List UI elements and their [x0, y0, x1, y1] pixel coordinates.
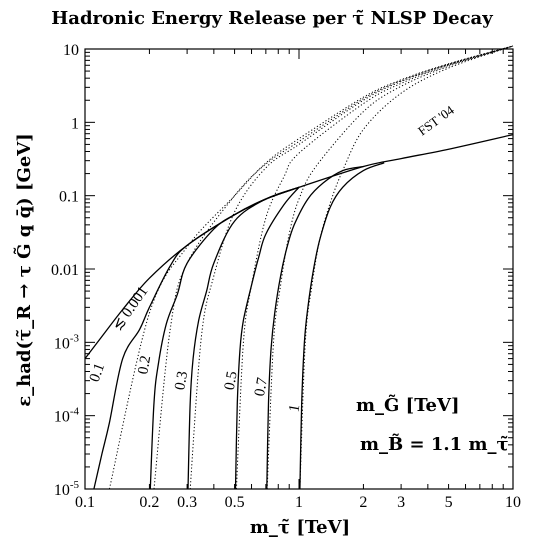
curve-label: 0.5 — [222, 370, 241, 391]
curve-label: 1 — [286, 403, 303, 413]
y-tick-label: 1 — [71, 115, 79, 132]
x-tick-label: 10 — [505, 494, 521, 511]
x-tick-label: 0.2 — [139, 494, 159, 511]
annotation-text: m_B̃ = 1.1 m_τ̃ — [360, 433, 509, 455]
dotted-curve-11 — [266, 45, 514, 490]
y-tick-exponent: -5 — [70, 479, 80, 491]
x-tick-label: 3 — [397, 494, 405, 511]
dotted-curve-8 — [153, 45, 514, 490]
x-tick-label: 2 — [359, 494, 367, 511]
curves — [84, 45, 514, 490]
y-tick-exponent: -3 — [70, 332, 80, 344]
fst-label: FST '04 — [415, 102, 457, 138]
solid-curve-5 — [266, 165, 364, 490]
solid-curve-2 — [149, 186, 300, 490]
dotted-curve-10 — [235, 45, 514, 490]
axis-ticks — [85, 49, 513, 489]
y-tick-exponent: -4 — [70, 406, 80, 418]
x-tick-labels: 0.1 0.2 0.3 0.5 1 2 3 5 10 — [75, 494, 521, 511]
curve-label: 0.7 — [252, 376, 271, 398]
x-tick-label: 0.1 — [75, 494, 95, 511]
y-tick-label: 10-3 — [54, 332, 80, 352]
y-tick-label: 0.01 — [51, 262, 79, 279]
y-tick-label: 10-5 — [54, 479, 80, 499]
dotted-curve-7 — [108, 45, 514, 490]
chart-title: Hadronic Energy Release per τ̃ NLSP Deca… — [51, 8, 493, 29]
y-tick-label: 10-4 — [54, 406, 80, 426]
y-tick-label: 0.1 — [59, 189, 79, 206]
curve-label: 0.1 — [87, 361, 108, 384]
x-tick-label: 0.3 — [177, 494, 197, 511]
x-axis-label: m_τ̃ [TeV] — [250, 517, 350, 538]
curve-label: 0.2 — [135, 354, 154, 375]
solid-curve-6 — [299, 162, 385, 490]
solid-curve-0 — [84, 133, 514, 359]
curve-label: 0.3 — [172, 370, 191, 391]
dotted-curve-9 — [189, 45, 514, 490]
y-tick-label: 10 — [63, 42, 79, 59]
curve-label: ≲ 0.001 — [110, 284, 152, 334]
x-tick-label: 5 — [445, 494, 453, 511]
y-tick-base: 10 — [54, 409, 70, 426]
solid-curve-3 — [187, 186, 300, 490]
x-tick-label: 0.5 — [225, 494, 245, 511]
y-tick-base: 10 — [54, 335, 70, 352]
y-axis-label: ε_had(τ̃_R → τ G̃ q q̄) [GeV] — [13, 133, 35, 407]
dotted-curve-12 — [299, 45, 514, 490]
x-tick-label: 1 — [295, 494, 303, 511]
y-tick-base: 10 — [54, 482, 70, 499]
legend-title: m_G̃ [TeV] — [356, 394, 459, 416]
